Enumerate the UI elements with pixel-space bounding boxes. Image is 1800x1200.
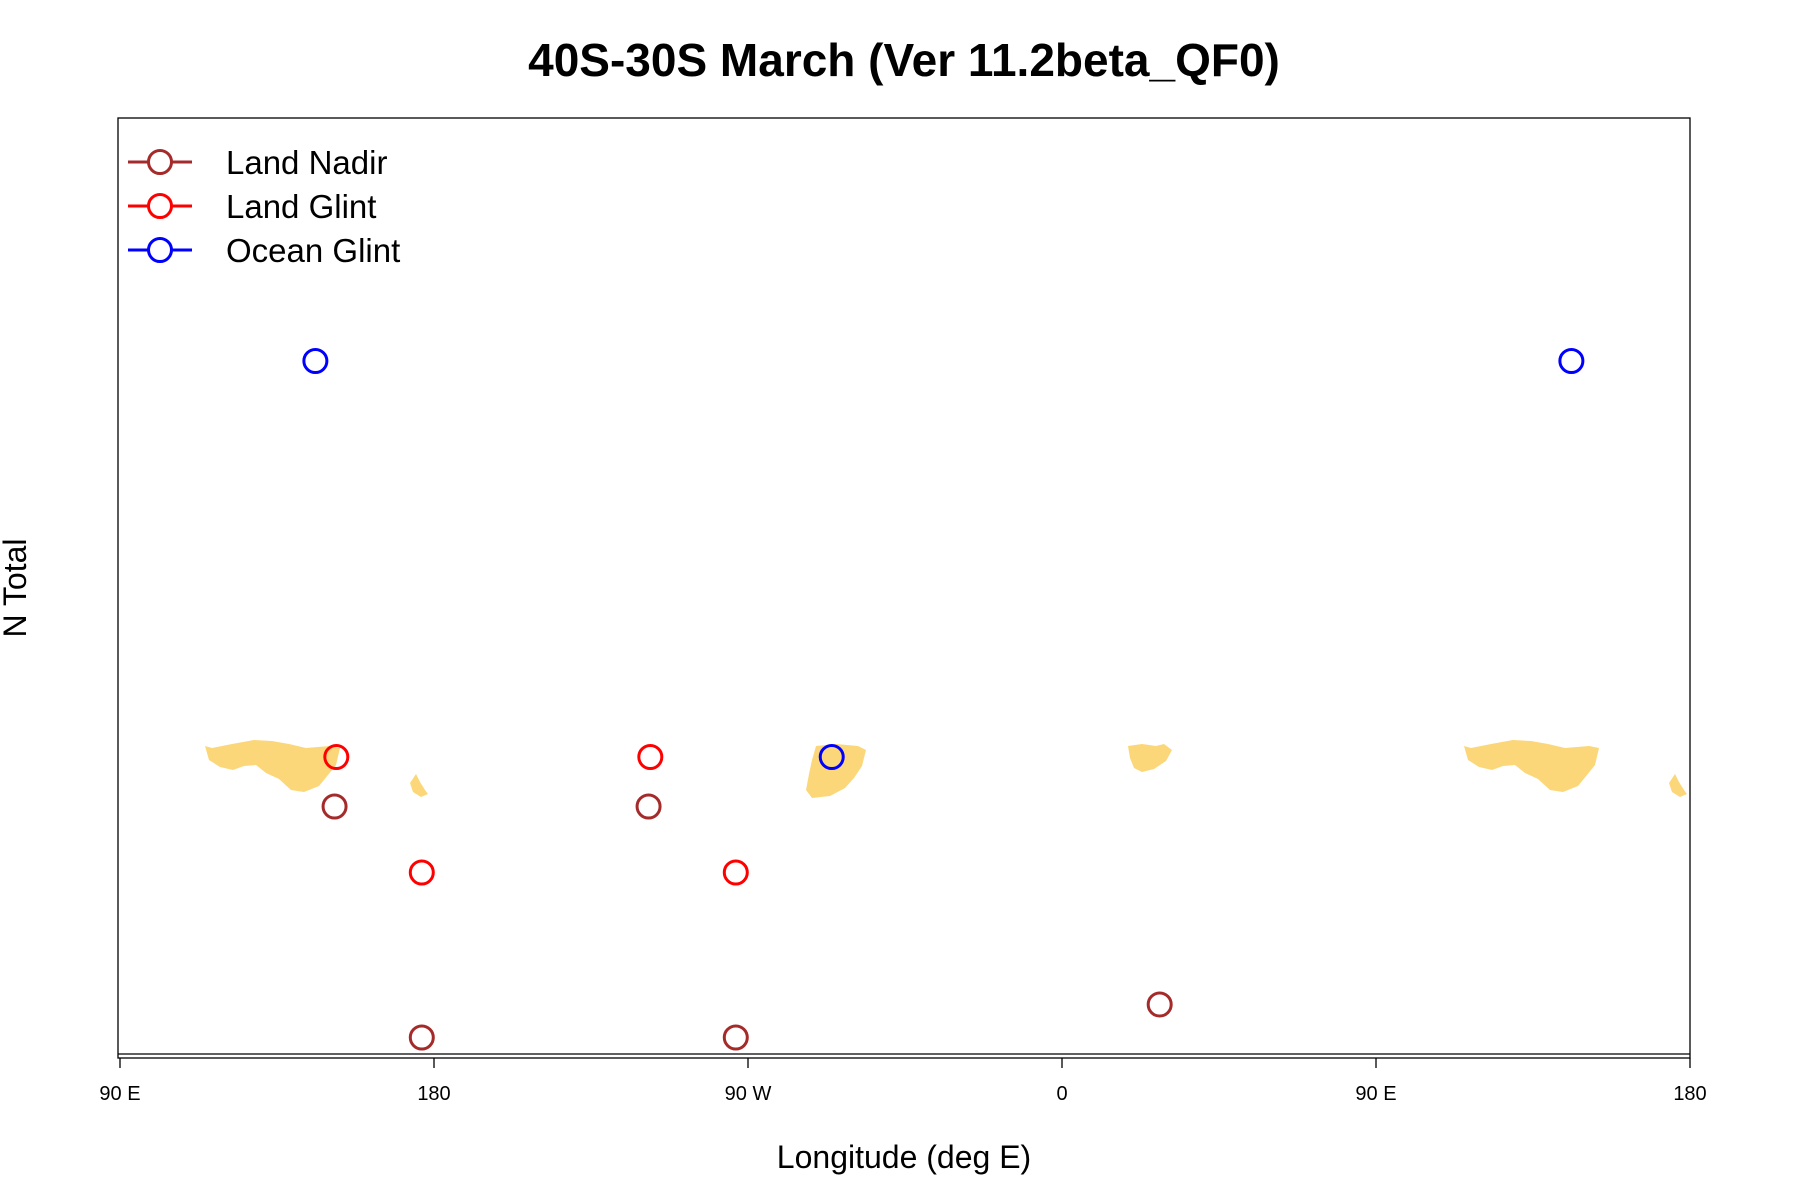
series-land-nadir — [321, 793, 1173, 1051]
x-tick-label: 0 — [1056, 1083, 1067, 1105]
land-africa-shape — [1128, 744, 1172, 772]
land-australia-shape — [1464, 740, 1599, 792]
land-nadir-point — [722, 1024, 749, 1051]
ocean-glint-point — [818, 744, 845, 770]
land-australia-shape — [205, 740, 340, 792]
plot-background — [118, 118, 1690, 1058]
land-glint-point — [323, 744, 350, 770]
x-tick-label: 90 E — [1355, 1083, 1396, 1105]
x-tick-label: 180 — [417, 1083, 450, 1105]
legend-entry-land-nadir: Land Nadir — [128, 144, 387, 181]
x-tick-label: 90 E — [99, 1083, 140, 1105]
legend-marker — [147, 237, 173, 263]
legend-entry-ocean-glint: Ocean Glint — [128, 232, 400, 269]
x-tick-label: 180 — [1673, 1083, 1706, 1105]
x-tick-label: 90 W — [725, 1083, 772, 1105]
land-new-zealand-shape — [410, 774, 428, 797]
ocean-glint-point — [1558, 348, 1585, 374]
legend-entry-land-glint: Land Glint — [128, 188, 376, 225]
legend-label: Land Nadir — [226, 144, 387, 181]
land-nadir-point — [1146, 991, 1173, 1018]
land-new-zealand-shape — [1669, 774, 1687, 797]
land-glint-point — [408, 859, 435, 886]
x-axis-title: Longitude (deg E) — [777, 1139, 1031, 1175]
land-glint-point — [722, 859, 749, 886]
legend: Land Nadir Land Glint Ocean Glint — [128, 144, 400, 269]
legend-label: Ocean Glint — [226, 232, 400, 269]
land-nadir-point — [321, 793, 348, 820]
legend-marker — [147, 193, 173, 219]
legend-label: Land Glint — [226, 188, 376, 225]
land-nadir-point — [635, 793, 662, 820]
land-nadir-point — [408, 1024, 435, 1051]
data-points — [302, 348, 1585, 1051]
y-axis-title: N Total — [0, 538, 33, 637]
series-ocean-glint — [302, 348, 1585, 770]
legend-marker — [147, 149, 173, 175]
land-glint-point — [637, 744, 664, 770]
plot-frame — [117, 117, 1691, 1059]
series-land-glint — [323, 744, 749, 886]
ocean-glint-point — [302, 348, 329, 374]
x-axis: 90 E 180 90 W 0 90 E 180 — [99, 1058, 1707, 1105]
chart-title: 40S-30S March (Ver 11.2beta_QF0) — [528, 34, 1280, 86]
